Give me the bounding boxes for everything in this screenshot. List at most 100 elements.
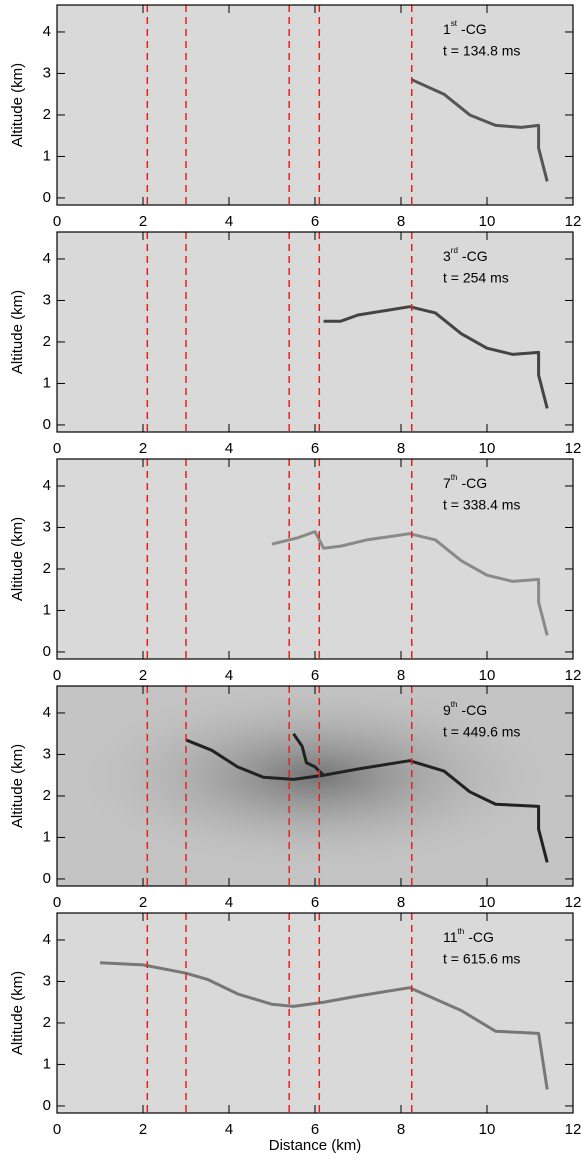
y-tick-label: 0 — [43, 189, 51, 206]
y-tick-label: 1 — [43, 828, 51, 845]
x-tick-label: 0 — [53, 440, 61, 457]
x-tick-label: 6 — [311, 894, 319, 911]
x-tick-label: 4 — [225, 440, 233, 457]
y-axis-label: Altitude (km) — [9, 517, 26, 601]
stroke-label: 11th -CG — [443, 927, 494, 945]
panel-background — [57, 459, 573, 659]
x-tick-label: 8 — [397, 440, 405, 457]
channel — [292, 732, 325, 777]
y-tick-label: 4 — [43, 931, 51, 948]
stroke-label: 7th -CG — [443, 473, 487, 491]
x-tick-label: 8 — [397, 667, 405, 684]
channel — [411, 78, 549, 182]
y-tick-label: 4 — [43, 477, 51, 494]
channel — [99, 961, 549, 1090]
y-tick-label: 3 — [43, 745, 51, 762]
y-tick-label: 0 — [43, 643, 51, 660]
stroke-ordinal-suffix: st — [451, 19, 458, 28]
x-tick-label: 6 — [311, 213, 319, 230]
stroke-ordinal-suffix: th — [451, 700, 458, 709]
x-tick-label: 8 — [397, 894, 405, 911]
channel — [185, 738, 549, 863]
stroke-type: -CG — [461, 702, 487, 718]
y-tick-label: 0 — [43, 416, 51, 433]
y-tick-label: 1 — [43, 1055, 51, 1072]
y-tick-label: 2 — [43, 333, 51, 350]
stroke-type: -CG — [461, 475, 487, 491]
y-tick-label: 4 — [43, 23, 51, 40]
stroke-ordinal-suffix: rd — [451, 246, 458, 255]
x-tick-label: 12 — [565, 894, 581, 911]
stroke-label: 3rd -CG — [443, 246, 488, 264]
x-axis-label: Distance (km) — [269, 1137, 362, 1154]
x-tick-label: 4 — [225, 894, 233, 911]
x-tick-label: 2 — [139, 667, 147, 684]
y-tick-label: 2 — [43, 560, 51, 577]
panel-background — [57, 913, 573, 1113]
time-label: t = 449.6 ms — [443, 724, 520, 740]
channel — [323, 305, 549, 409]
x-tick-label: 0 — [53, 667, 61, 684]
panel-background — [57, 5, 573, 205]
x-tick-label: 10 — [479, 894, 496, 911]
channel — [271, 530, 549, 636]
x-tick-label: 10 — [479, 1121, 496, 1138]
stroke-label: 9th -CG — [443, 700, 487, 718]
time-label: t = 254 ms — [443, 270, 509, 286]
x-tick-label: 4 — [225, 213, 233, 230]
stroke-type: -CG — [468, 929, 494, 945]
time-label: t = 338.4 ms — [443, 497, 520, 513]
y-tick-label: 4 — [43, 704, 51, 721]
x-tick-label: 10 — [479, 213, 496, 230]
x-tick-label: 8 — [397, 1121, 405, 1138]
y-tick-label: 1 — [43, 601, 51, 618]
time-label: t = 134.8 ms — [443, 43, 520, 59]
stroke-ordinal: 1 — [443, 21, 451, 37]
x-tick-label: 12 — [565, 213, 581, 230]
x-tick-label: 6 — [311, 440, 319, 457]
stroke-ordinal-suffix: th — [458, 927, 465, 936]
x-tick-label: 10 — [479, 667, 496, 684]
stroke-ordinal-suffix: th — [451, 473, 458, 482]
x-tick-label: 12 — [565, 667, 581, 684]
stroke-ordinal: 3 — [443, 248, 451, 264]
x-tick-label: 2 — [139, 213, 147, 230]
y-tick-label: 1 — [43, 374, 51, 391]
stroke-ordinal: 7 — [443, 475, 451, 491]
panel-glow — [57, 686, 573, 886]
y-tick-label: 0 — [43, 870, 51, 887]
stroke-ordinal: 11 — [443, 929, 458, 945]
x-tick-label: 4 — [225, 667, 233, 684]
x-tick-label: 2 — [139, 1121, 147, 1138]
y-tick-label: 3 — [43, 291, 51, 308]
y-tick-label: 0 — [43, 1097, 51, 1114]
x-tick-label: 4 — [225, 1121, 233, 1138]
y-tick-label: 2 — [43, 106, 51, 123]
x-tick-label: 2 — [139, 894, 147, 911]
y-axis-label: Altitude (km) — [9, 744, 26, 828]
y-tick-label: 2 — [43, 787, 51, 804]
x-tick-label: 0 — [53, 1121, 61, 1138]
x-tick-label: 2 — [139, 440, 147, 457]
y-tick-label: 4 — [43, 250, 51, 267]
x-tick-label: 0 — [53, 894, 61, 911]
y-tick-label: 1 — [43, 147, 51, 164]
x-tick-label: 6 — [311, 667, 319, 684]
stroke-type: -CG — [462, 248, 488, 264]
x-tick-label: 12 — [565, 440, 581, 457]
y-tick-label: 2 — [43, 1014, 51, 1031]
y-tick-label: 3 — [43, 518, 51, 535]
stroke-type: -CG — [461, 21, 487, 37]
y-tick-label: 3 — [43, 972, 51, 989]
panel-background — [57, 232, 573, 432]
y-axis-label: Altitude (km) — [9, 63, 26, 147]
stroke-ordinal: 9 — [443, 702, 451, 718]
stroke-label: 1st -CG — [443, 19, 487, 37]
x-tick-label: 12 — [565, 1121, 581, 1138]
time-label: t = 615.6 ms — [443, 951, 520, 967]
x-tick-label: 6 — [311, 1121, 319, 1138]
y-axis-label: Altitude (km) — [9, 971, 26, 1055]
y-axis-label: Altitude (km) — [9, 290, 26, 374]
y-tick-label: 3 — [43, 64, 51, 81]
